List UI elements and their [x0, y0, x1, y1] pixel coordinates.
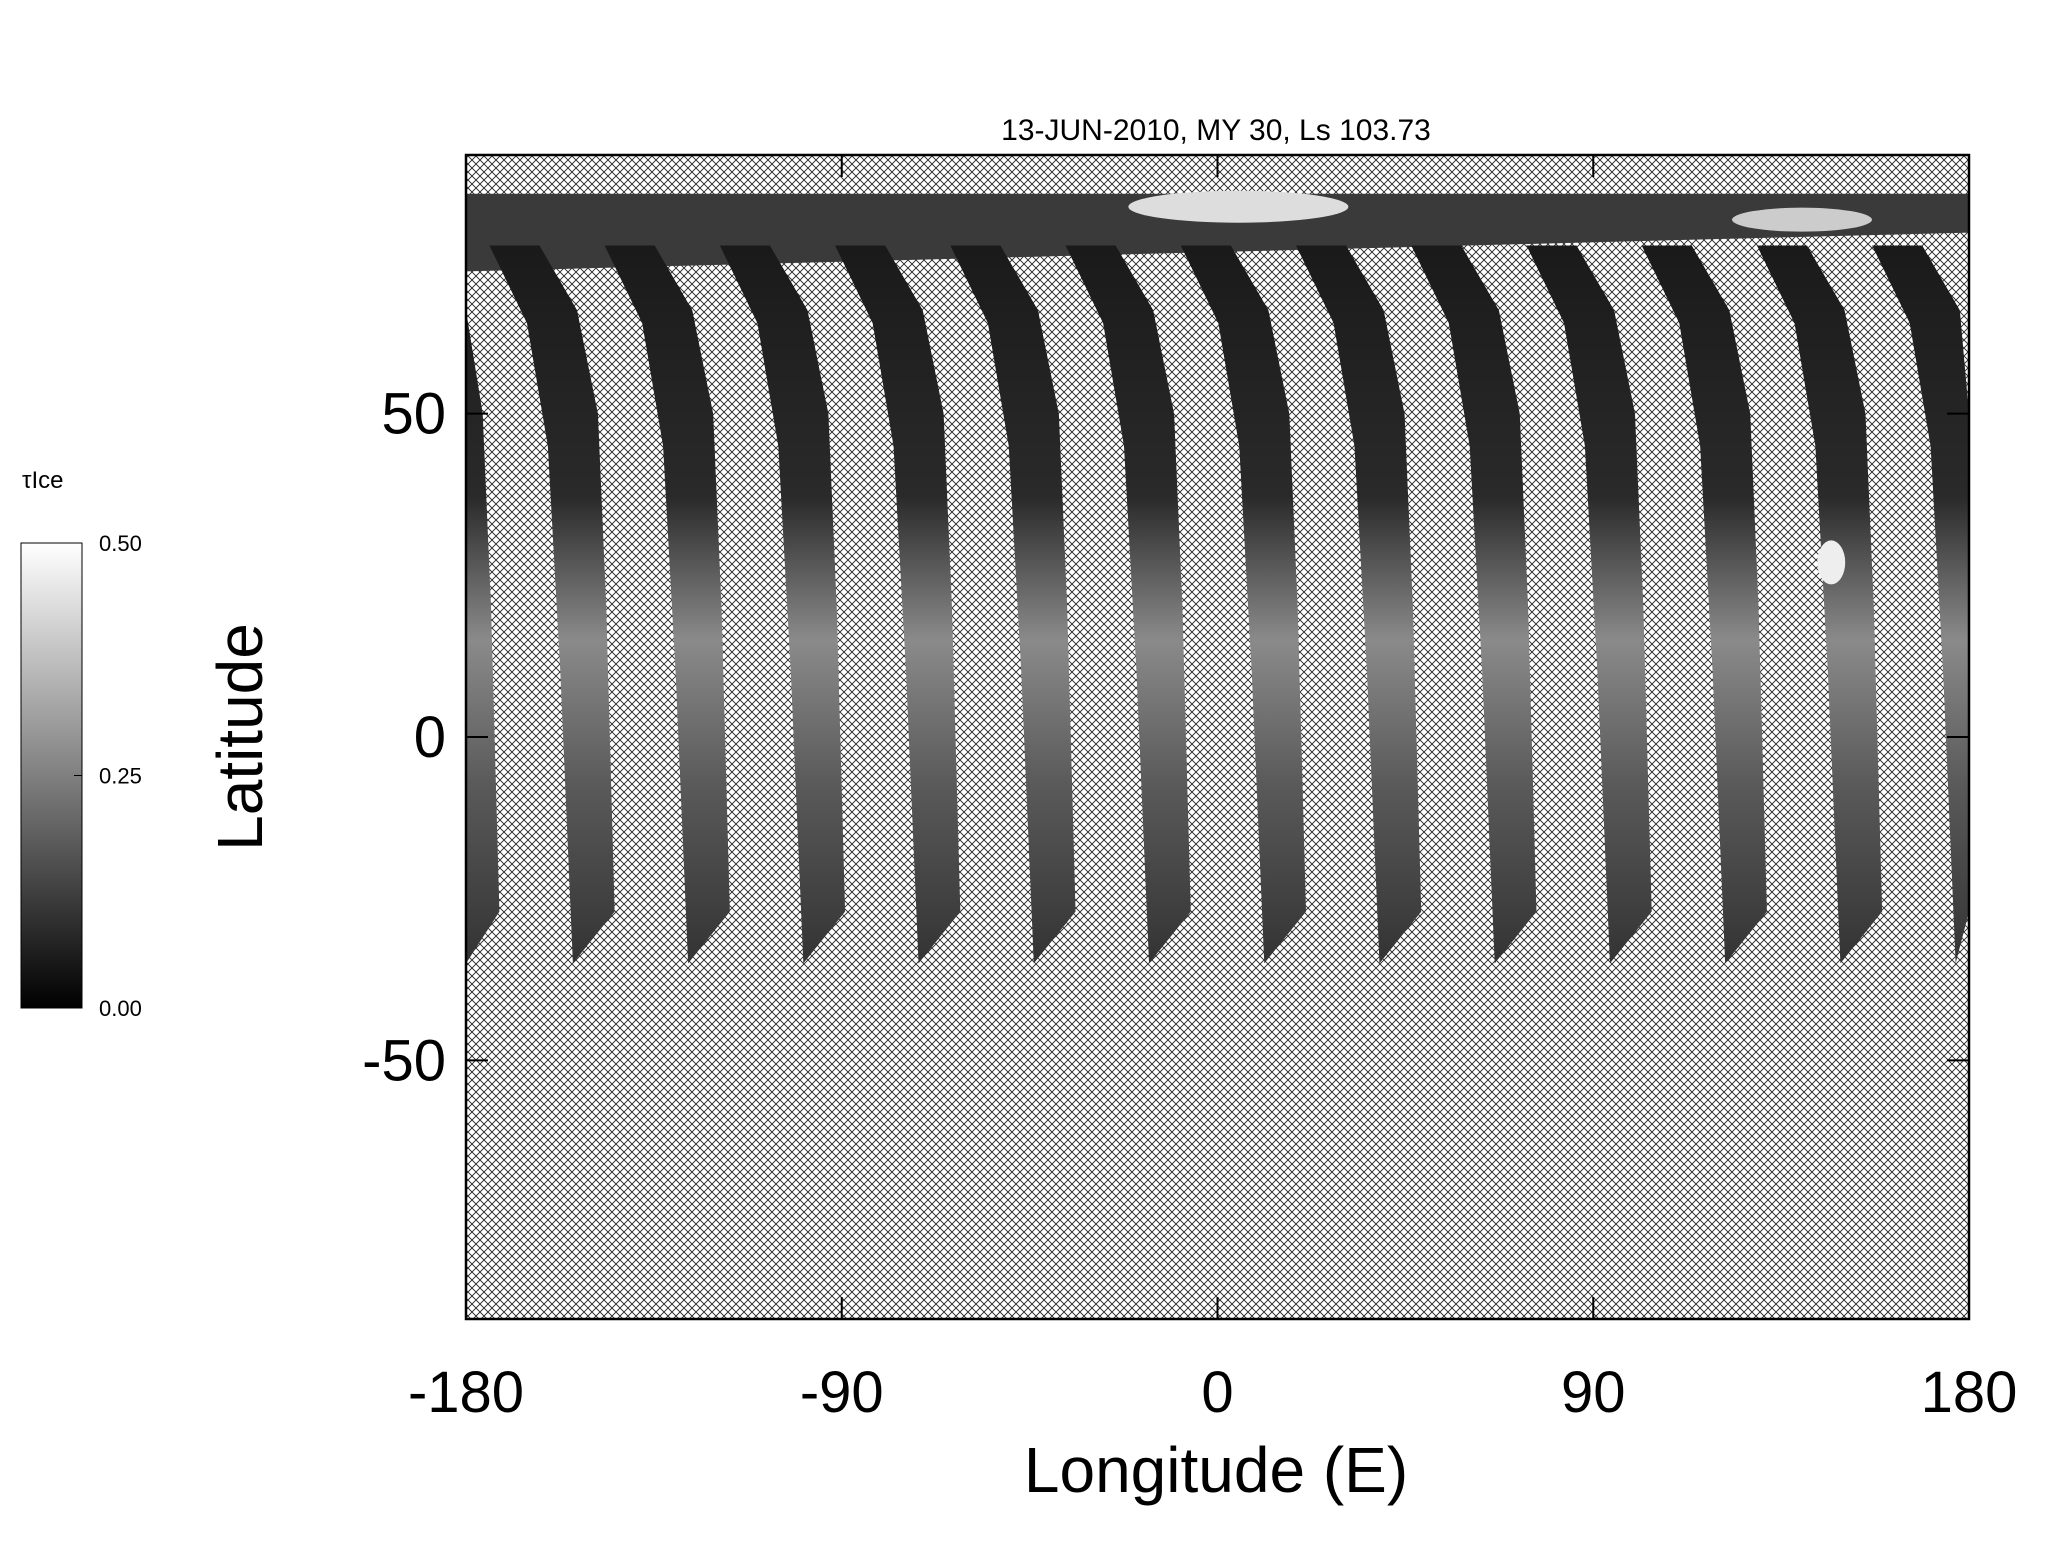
swath [1180, 245, 1307, 964]
y-tick-label: 0 [414, 705, 446, 770]
swath [1295, 245, 1422, 964]
swath [835, 245, 961, 964]
swath [466, 245, 500, 964]
x-tick-label: -180 [408, 1360, 524, 1425]
bright-patch [1128, 190, 1349, 223]
swath [604, 245, 730, 964]
swath [719, 245, 846, 964]
bright-patch [1732, 207, 1872, 232]
swath [1065, 245, 1191, 964]
chart-title: 13-JUN-2010, MY 30, Ls 103.73 [1001, 114, 1431, 147]
colorbar [20, 542, 83, 1009]
x-tick-label: 180 [1921, 1360, 2018, 1425]
y-tick-label: 50 [381, 382, 446, 447]
bright-patch [1817, 540, 1846, 585]
colorbar-label: τIce [22, 467, 64, 494]
plot-area [464, 153, 1971, 1321]
colorbar-tick-label: 0.00 [99, 996, 142, 1021]
swath [1641, 245, 1767, 964]
swath [489, 245, 615, 964]
swath [1756, 245, 1883, 964]
x-tick-label: 0 [1201, 1360, 1233, 1425]
colorbar-tick-label: 0.50 [99, 531, 142, 556]
swath [1526, 245, 1652, 964]
x-tick-label: 90 [1561, 1360, 1626, 1425]
swath [950, 245, 1076, 964]
y-axis-label: Latitude [204, 623, 276, 851]
colorbar-tick-label: 0.25 [99, 764, 142, 789]
y-tick-label: -50 [362, 1028, 446, 1093]
swath [1872, 245, 1969, 964]
x-tick-label: -90 [800, 1360, 884, 1425]
swath [1411, 245, 1537, 964]
x-axis-label: Longitude (E) [1024, 1434, 1408, 1506]
